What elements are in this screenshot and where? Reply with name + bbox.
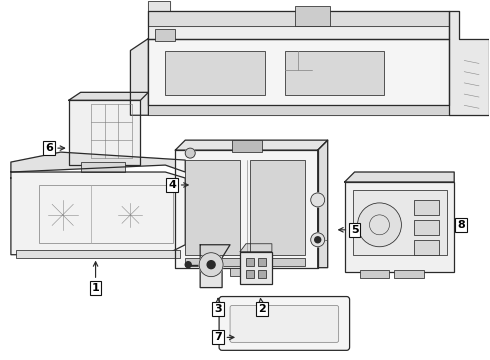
Bar — [232, 140, 262, 152]
Text: 4: 4 — [169, 180, 188, 190]
Bar — [415, 200, 439, 215]
Polygon shape — [240, 244, 272, 252]
Circle shape — [199, 253, 223, 276]
Bar — [246, 270, 254, 278]
Polygon shape — [148, 11, 449, 26]
Text: 8: 8 — [455, 220, 465, 230]
Bar — [415, 220, 439, 235]
Bar — [285, 50, 385, 95]
Bar — [258, 270, 266, 278]
Bar — [16, 250, 180, 258]
Bar — [258, 258, 266, 266]
Bar — [353, 190, 447, 255]
Bar — [240, 252, 272, 284]
Polygon shape — [11, 172, 185, 255]
Circle shape — [311, 193, 325, 207]
Polygon shape — [148, 1, 171, 11]
Circle shape — [358, 203, 401, 247]
Bar — [155, 28, 175, 41]
Bar — [295, 6, 330, 26]
Bar — [394, 270, 424, 278]
Bar — [230, 268, 258, 276]
Bar — [165, 50, 265, 95]
Bar — [360, 270, 390, 278]
Text: 6: 6 — [45, 143, 65, 153]
Polygon shape — [175, 150, 318, 268]
Bar — [39, 185, 173, 243]
Bar — [415, 240, 439, 255]
Polygon shape — [11, 152, 185, 172]
Polygon shape — [69, 92, 148, 100]
FancyBboxPatch shape — [230, 306, 339, 342]
Bar — [185, 160, 240, 255]
Circle shape — [315, 237, 321, 243]
Polygon shape — [344, 172, 454, 182]
Text: 1: 1 — [92, 262, 99, 293]
Polygon shape — [148, 11, 449, 39]
Circle shape — [185, 262, 191, 268]
Polygon shape — [318, 140, 328, 268]
Polygon shape — [69, 100, 141, 165]
Text: 3: 3 — [214, 298, 222, 315]
Polygon shape — [148, 105, 449, 115]
Bar — [185, 258, 305, 266]
Polygon shape — [175, 140, 328, 150]
Circle shape — [311, 233, 325, 247]
Bar — [250, 160, 305, 255]
Polygon shape — [130, 39, 148, 115]
Text: 5: 5 — [339, 225, 358, 235]
Text: 7: 7 — [214, 332, 234, 342]
Bar — [81, 162, 125, 172]
FancyBboxPatch shape — [219, 297, 349, 350]
Circle shape — [185, 148, 195, 158]
Polygon shape — [449, 11, 489, 115]
Bar — [344, 182, 454, 272]
Text: 2: 2 — [258, 298, 266, 315]
Circle shape — [207, 261, 215, 269]
Polygon shape — [148, 39, 449, 105]
Bar — [246, 258, 254, 266]
Polygon shape — [200, 245, 230, 288]
